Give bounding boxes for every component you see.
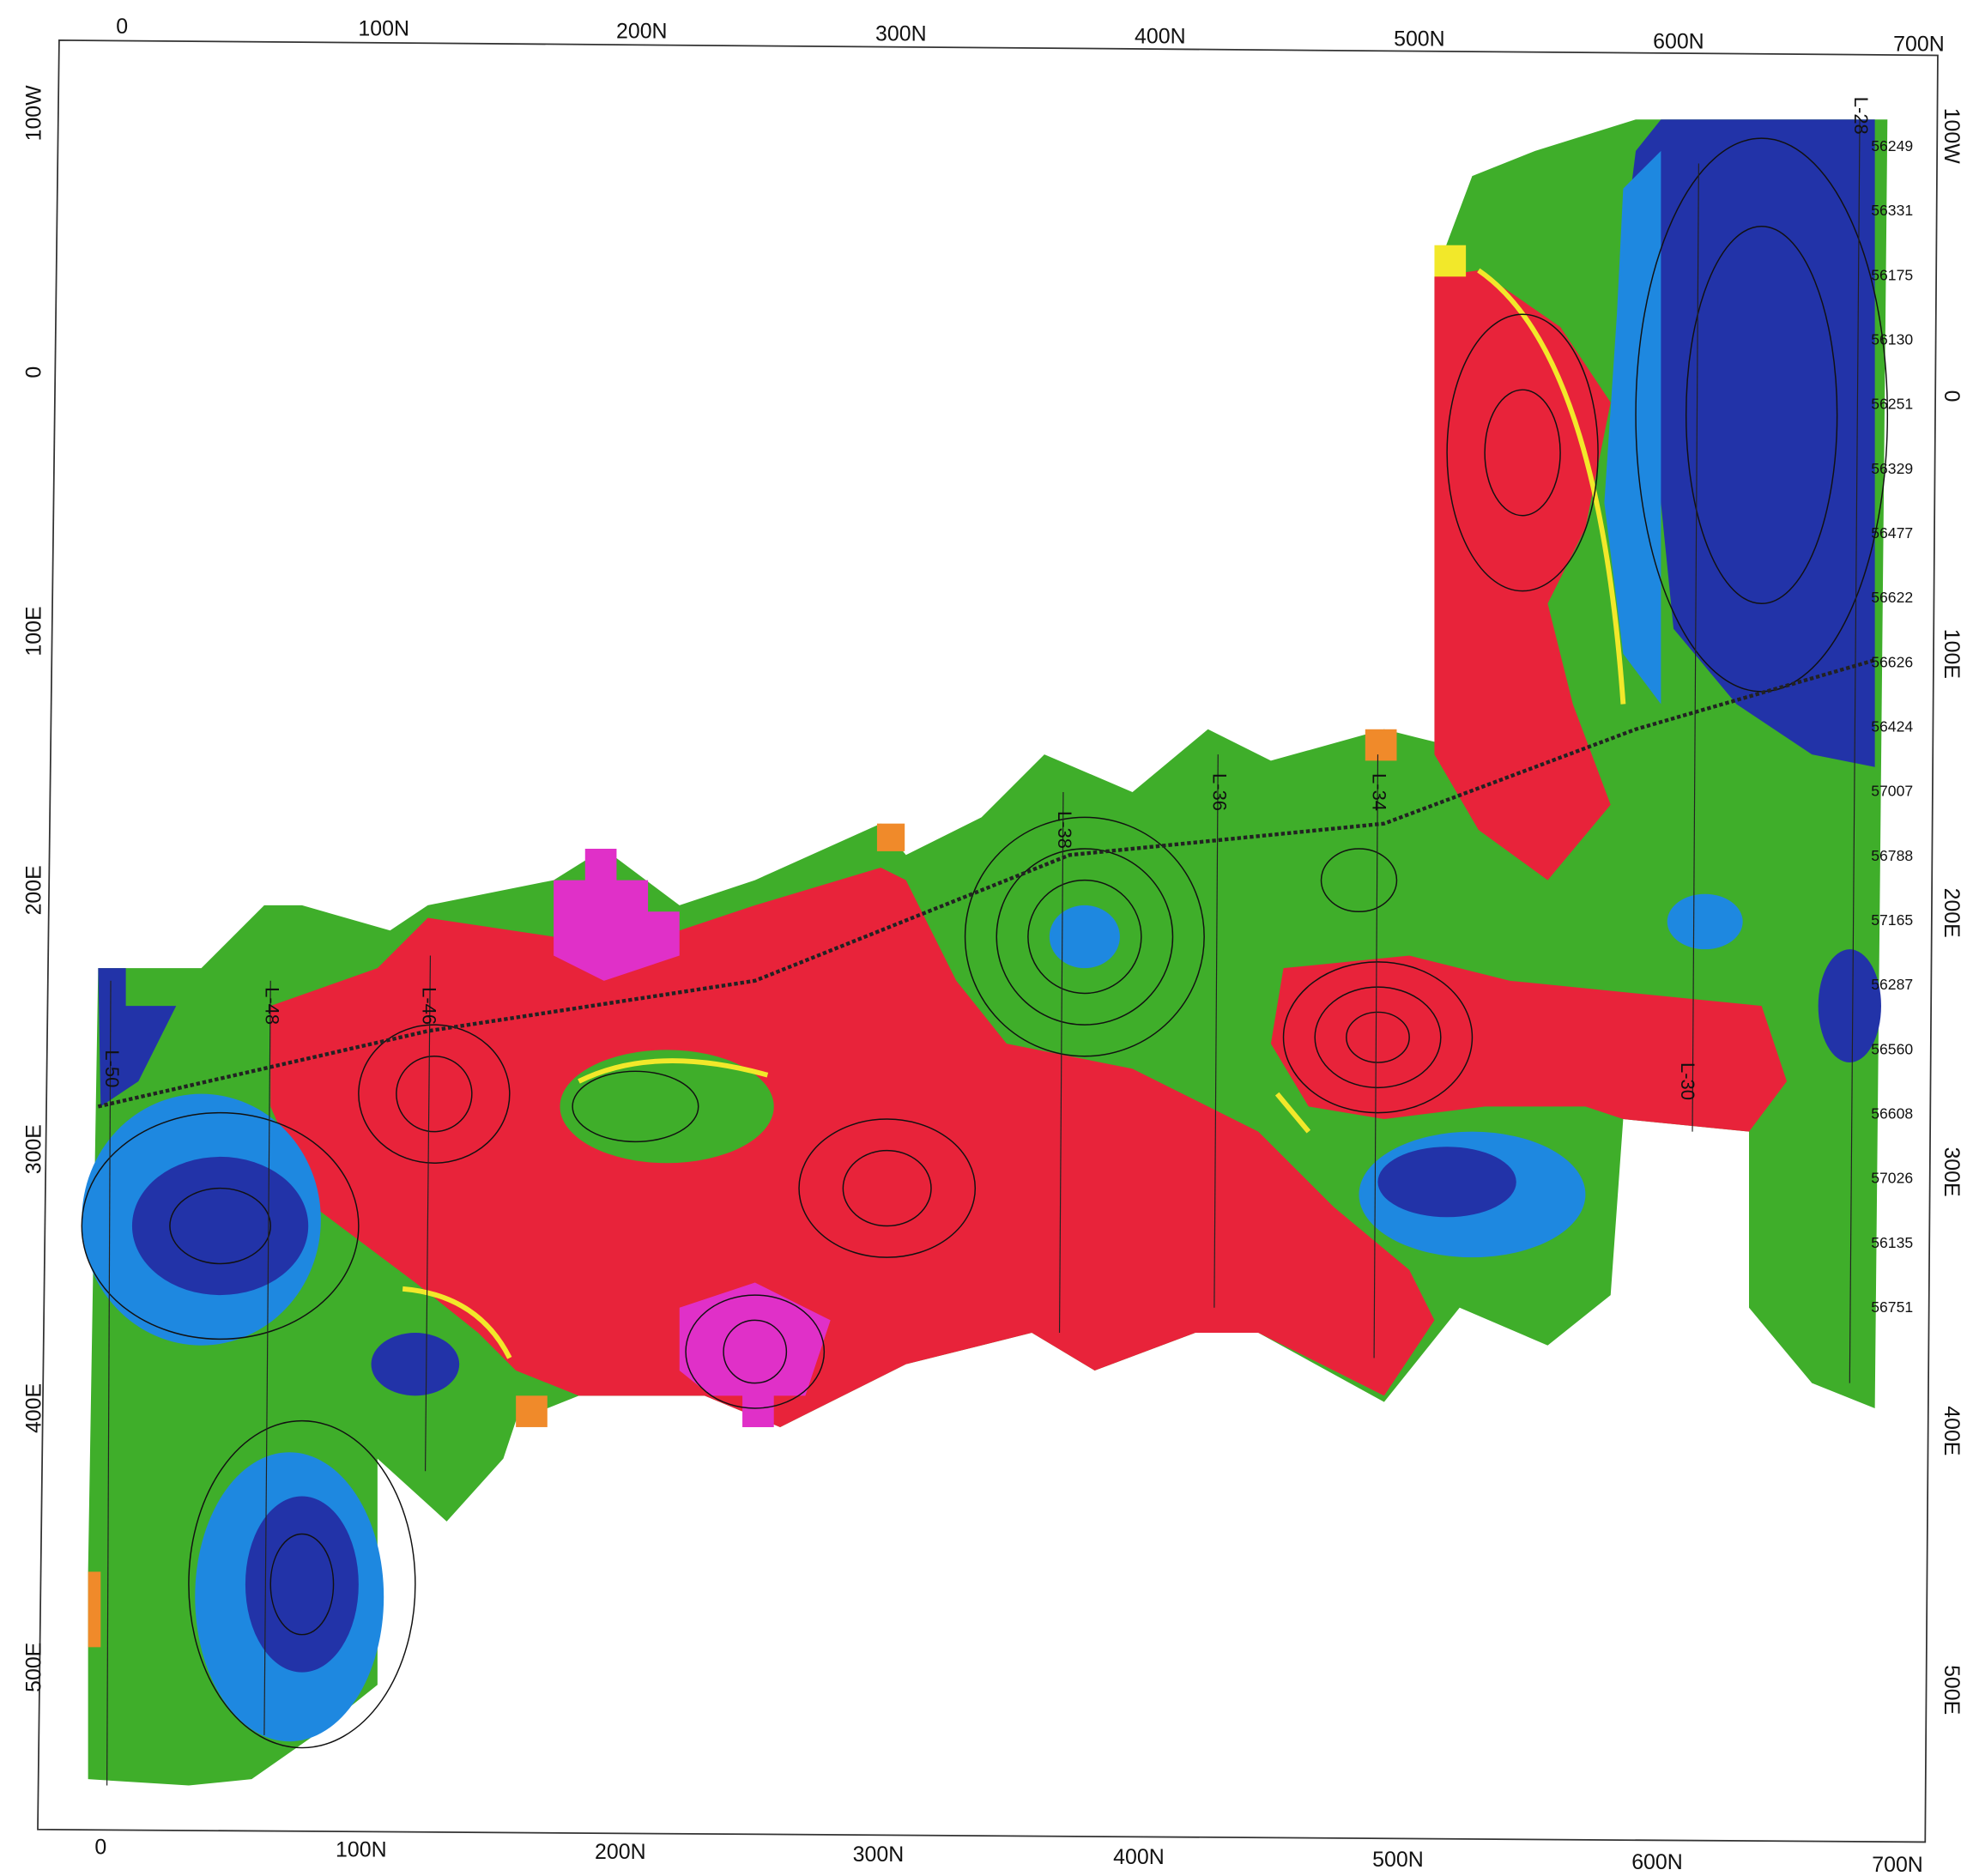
- value-label: 56287: [1871, 976, 1913, 993]
- field-blue: [372, 1333, 460, 1395]
- bottom-axis-label: 700N: [1872, 1853, 1923, 1876]
- line-label: L-38: [1054, 811, 1075, 849]
- value-label: 57165: [1871, 911, 1913, 929]
- right-axis-label: 100W: [1940, 108, 1964, 165]
- value-label: 56249: [1871, 137, 1913, 154]
- right-axis-label: 200E: [1940, 888, 1964, 938]
- top-axis-label: 700N: [1893, 32, 1945, 56]
- top-axis-label: 600N: [1653, 29, 1704, 53]
- line-label: L-28: [1850, 97, 1872, 135]
- top-axis-label: 400N: [1135, 25, 1186, 49]
- top-axis-label: 0: [116, 15, 128, 39]
- right-axis-label: 500E: [1940, 1665, 1964, 1715]
- left-axis-label: 300E: [22, 1124, 46, 1174]
- field-orange: [88, 1571, 101, 1647]
- right-axis-label: 300E: [1940, 1147, 1964, 1196]
- left-axis-label: 400E: [22, 1383, 46, 1433]
- field-blue: [1050, 905, 1120, 968]
- line-label: L-30: [1677, 1062, 1698, 1100]
- field-yellow: [1434, 245, 1466, 277]
- page: {"top_axis": ["0", "100N", "200N", "300N…: [0, 0, 1973, 1876]
- bottom-axis-label: 100N: [336, 1837, 387, 1861]
- left-axis-label: 500E: [22, 1643, 46, 1692]
- value-label: 57007: [1871, 783, 1913, 800]
- line-label: L-34: [1369, 773, 1390, 811]
- value-label: 56175: [1871, 266, 1913, 283]
- top-axis-label: 200N: [616, 20, 668, 44]
- survey-map: 0 100N 200N 300N 400N 500N 600N 700N 0 100N 200N 30…: [0, 0, 1973, 1876]
- line-label: L-46: [419, 987, 440, 1025]
- left-axis-label: 200E: [22, 865, 46, 915]
- bottom-axis-label: 0: [94, 1835, 106, 1859]
- field-orange: [1365, 729, 1397, 761]
- left-axis-label: 100E: [22, 606, 46, 656]
- line-label: L-50: [101, 1050, 123, 1087]
- right-axis-label: 400E: [1940, 1406, 1964, 1455]
- value-label: 56608: [1871, 1104, 1913, 1122]
- field-blue: [245, 1497, 359, 1673]
- bottom-axis-label: 600N: [1631, 1850, 1683, 1874]
- top-axis-label: 100N: [358, 17, 409, 41]
- value-label: 56329: [1871, 460, 1913, 477]
- bottom-axis-label: 200N: [595, 1840, 646, 1864]
- top-axis-label: 300N: [875, 22, 927, 46]
- line-label: L-48: [261, 987, 282, 1025]
- left-axis-label: 100W: [22, 85, 46, 142]
- value-label: 56331: [1871, 202, 1913, 219]
- line-label: L-36: [1208, 773, 1230, 811]
- value-label: 56751: [1871, 1298, 1913, 1316]
- right-axis-label: 100E: [1940, 629, 1964, 679]
- field-orange: [516, 1395, 548, 1427]
- left-axis-label: 0: [22, 366, 46, 378]
- value-label: 56251: [1871, 396, 1913, 413]
- bottom-axis-label: 300N: [853, 1843, 905, 1867]
- field-blue: [1667, 894, 1743, 949]
- value-label: 56622: [1871, 589, 1913, 606]
- bottom-axis-label: 500N: [1372, 1848, 1424, 1872]
- value-label: 56135: [1871, 1234, 1913, 1251]
- value-label: 56477: [1871, 524, 1913, 542]
- top-axis-label: 500N: [1394, 27, 1445, 51]
- value-label: 56788: [1871, 847, 1913, 864]
- value-label: 56626: [1871, 653, 1913, 670]
- value-label: 56560: [1871, 1040, 1913, 1057]
- value-label: 57026: [1871, 1170, 1913, 1187]
- field-orange: [877, 824, 905, 851]
- value-label: 56130: [1871, 331, 1913, 348]
- field-blue: [1377, 1147, 1516, 1217]
- right-axis-label: 0: [1940, 390, 1964, 402]
- bottom-axis-label: 400N: [1113, 1845, 1165, 1869]
- field-blue: [132, 1157, 308, 1295]
- value-label: 56424: [1871, 718, 1913, 735]
